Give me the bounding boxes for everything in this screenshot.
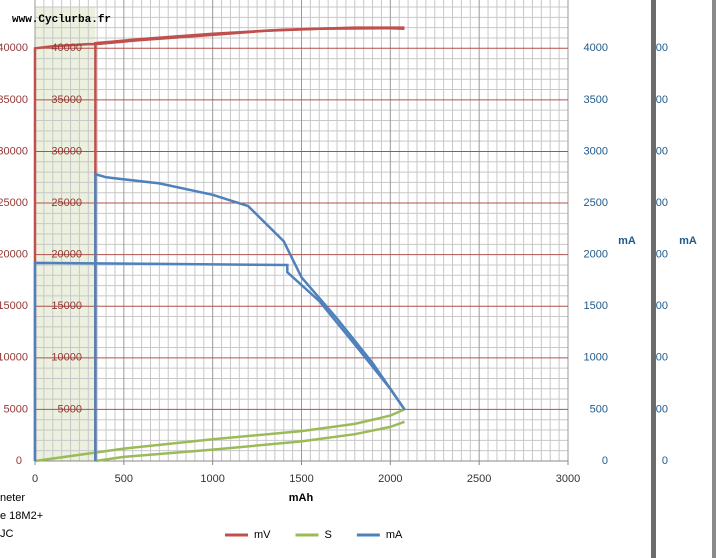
y-tick-label-inner: 30000	[51, 145, 82, 157]
series-line	[94, 172, 406, 461]
y-tick-label-inner: 35000	[51, 94, 82, 106]
y2-tick-label: 500	[590, 403, 608, 415]
y2-tick-label: 3000	[644, 145, 668, 157]
series-line	[95, 420, 405, 463]
marks	[33, 26, 406, 463]
y-tick-label-inner: 5000	[58, 403, 82, 415]
y-tick-label: 10000	[0, 352, 28, 364]
y2-tick-label: 3500	[584, 94, 608, 106]
x-tick-label: 2000	[378, 473, 402, 485]
legend-label: mA	[386, 529, 403, 541]
y2-tick-label: 0	[662, 455, 668, 467]
y2-tick-label: 2000	[644, 249, 668, 261]
y-tick-label-inner: 20000	[51, 249, 82, 261]
y-tick-label-inner: 25000	[51, 197, 82, 209]
x-tick-label: 1000	[200, 473, 224, 485]
y-tick-label-inner: 10000	[51, 352, 82, 364]
y-tick-label: 0	[16, 455, 22, 467]
panel-border	[712, 0, 716, 558]
y-tick-label: 15000	[0, 300, 28, 312]
series-line	[33, 261, 406, 461]
legend-label: S	[325, 529, 332, 541]
y2-tick-label: 500	[650, 403, 668, 415]
clipped-axis: 0 500 1000 1500 2000 2500 3000 3500 4000	[644, 42, 668, 467]
y2-tick-label: 0	[602, 455, 608, 467]
y-tick-label: 5000	[4, 403, 28, 415]
x-tick-label: 500	[115, 473, 133, 485]
y2-tick-label: 1000	[584, 352, 608, 364]
panel-divider	[651, 0, 656, 558]
x-tick-label: 2500	[467, 473, 491, 485]
y-tick-label-inner: 15000	[51, 300, 82, 312]
legend-label: mV	[254, 529, 271, 541]
watermark: www.Cyclurba.fr	[12, 14, 111, 26]
note: e 18M2+	[0, 510, 43, 522]
y-tick-label: 25000	[0, 197, 28, 209]
y2-tick-label: 3500	[644, 94, 668, 106]
y2-tick-label: 1500	[584, 300, 608, 312]
x-axis-label: mAh	[289, 492, 314, 504]
y2-tick-label: 3000	[584, 145, 608, 157]
x-tick-label: 1500	[289, 473, 313, 485]
series-line	[34, 408, 406, 463]
y-tick-label: 35000	[0, 94, 28, 106]
y2-tick-label: 2000	[584, 249, 608, 261]
y-tick-label: 20000	[0, 249, 28, 261]
y2-tick-label: 2500	[584, 197, 608, 209]
x-tick-label: 0	[32, 473, 38, 485]
grid	[34, 0, 569, 462]
y2-axis-label: mA	[679, 235, 697, 247]
note: neter	[0, 492, 25, 504]
y-tick-label-inner: 40000	[51, 42, 82, 54]
x-tick-label: 3000	[556, 473, 580, 485]
y2-tick-label: 4000	[644, 42, 668, 54]
note: JC	[0, 528, 14, 540]
y2-tick-label: 2500	[644, 197, 668, 209]
y-tick-label: 30000	[0, 145, 28, 157]
y2-tick-label: 1000	[644, 352, 668, 364]
y-tick-label: 40000	[0, 42, 28, 54]
series-line	[94, 26, 405, 461]
y2-tick-label: 4000	[584, 42, 608, 54]
y2-tick-label: 1500	[644, 300, 668, 312]
y2-axis-label: mA	[618, 235, 636, 247]
